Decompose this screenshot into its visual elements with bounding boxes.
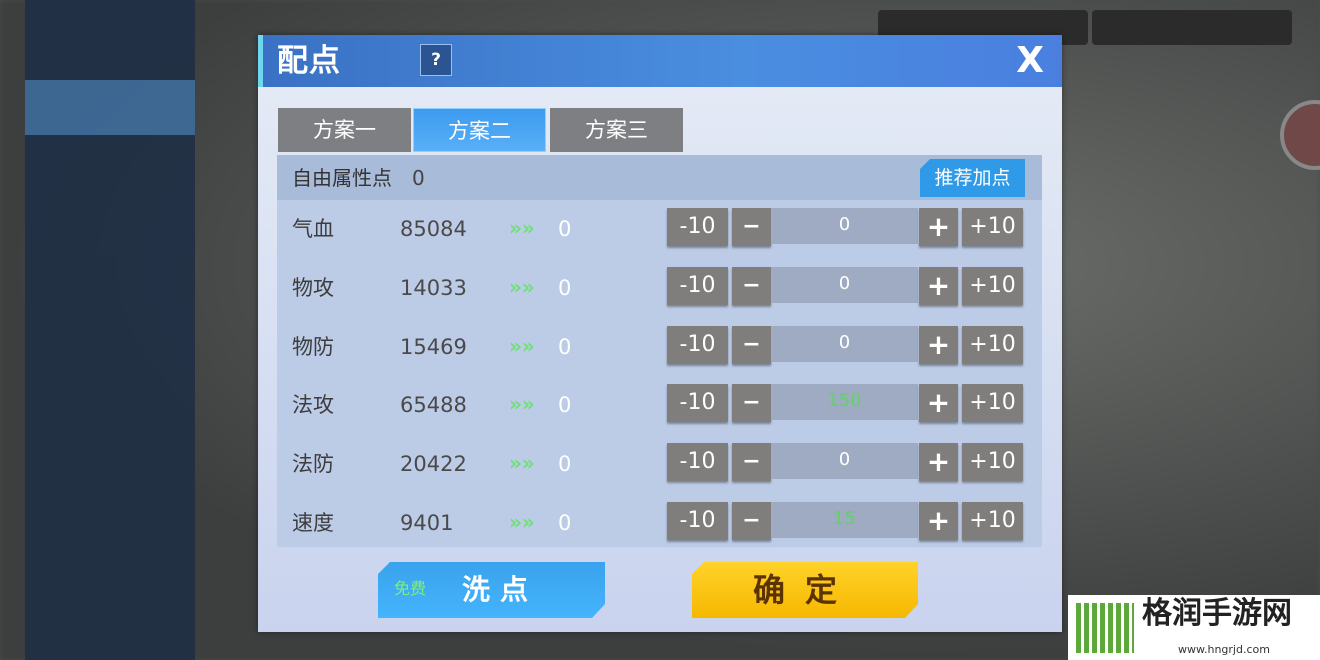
allocated-points-field[interactable]: 15 xyxy=(771,502,918,538)
allocated-points-field[interactable]: 150 xyxy=(771,384,918,421)
minus-button[interactable]: − xyxy=(732,502,771,540)
plus-10-button[interactable]: +10 xyxy=(962,384,1023,423)
blurred-sidebar xyxy=(25,0,195,660)
minus-button[interactable]: − xyxy=(732,325,771,364)
attribute-value: 14033 xyxy=(400,275,467,300)
free-points-value: 0 xyxy=(412,165,425,190)
arrow-icon: »» xyxy=(509,510,535,534)
close-icon[interactable]: X xyxy=(1016,40,1044,81)
attribute-value: 9401 xyxy=(400,511,454,535)
minus-10-button[interactable]: -10 xyxy=(667,384,728,423)
attribute-value: 20422 xyxy=(400,452,467,477)
plus-10-button[interactable]: +10 xyxy=(962,266,1023,305)
minus-10-button[interactable]: -10 xyxy=(667,266,728,305)
allocated-points-field[interactable]: 0 xyxy=(771,208,918,244)
dialog-header: 配点 ? X xyxy=(258,35,1062,87)
arrow-icon: »» xyxy=(509,392,535,417)
allocated-points-field[interactable]: 0 xyxy=(771,266,918,303)
tab-plan-3[interactable]: 方案三 xyxy=(550,108,683,152)
attribute-name: 物防 xyxy=(292,334,334,359)
wash-label: 洗点 xyxy=(462,573,539,606)
plus-10-button[interactable]: +10 xyxy=(962,502,1023,540)
plus-10-button[interactable]: +10 xyxy=(962,208,1023,246)
attribute-name: 物攻 xyxy=(292,275,334,300)
attribute-row: 法防 20422 »» 0 -10 − 0 + +10 xyxy=(277,435,1042,493)
help-button[interactable]: ? xyxy=(420,44,452,76)
watermark-logo-icon xyxy=(1076,603,1134,653)
attribute-row: 速度 9401 »» 0 -10 − 15 + +10 xyxy=(277,494,1042,552)
minus-button[interactable]: − xyxy=(732,443,771,482)
free-tag: 免费 xyxy=(394,579,427,598)
attribute-row: 物攻 14033 »» 0 -10 − 0 + +10 xyxy=(277,259,1042,317)
free-points-row: 自由属性点 0 推荐加点 xyxy=(277,155,1042,200)
minus-10-button[interactable]: -10 xyxy=(667,443,728,482)
attribute-added: 0 xyxy=(558,217,572,241)
free-points-label: 自由属性点 xyxy=(292,165,392,190)
minus-button[interactable]: − xyxy=(732,208,771,246)
attribute-added: 0 xyxy=(558,511,572,535)
arrow-icon: »» xyxy=(509,333,535,358)
minus-button[interactable]: − xyxy=(732,266,771,305)
plus-10-button[interactable]: +10 xyxy=(962,325,1023,364)
blurred-diamond-bar xyxy=(1092,10,1292,45)
plus-button[interactable]: + xyxy=(919,502,958,540)
minus-button[interactable]: − xyxy=(732,384,771,423)
dialog-title: 配点 xyxy=(277,43,341,79)
recommend-button[interactable]: 推荐加点 xyxy=(920,159,1025,197)
attribute-name: 法攻 xyxy=(292,393,334,418)
wash-points-button[interactable]: 免费 洗点 xyxy=(378,562,605,618)
watermark: 格润手游网 www.hngrjd.com xyxy=(1068,595,1320,660)
attribute-added: 0 xyxy=(558,334,572,359)
arrow-icon: »» xyxy=(509,216,535,240)
arrow-icon: »» xyxy=(509,274,535,299)
tab-plan-1[interactable]: 方案一 xyxy=(278,108,411,152)
plus-button[interactable]: + xyxy=(919,443,958,482)
confirm-button[interactable]: 确定 xyxy=(692,562,918,618)
attribute-row: 气血 85084 »» 0 -10 − 0 + +10 xyxy=(277,200,1042,258)
watermark-url: www.hngrjd.com xyxy=(1178,643,1270,656)
attribute-row: 法攻 65488 »» 0 -10 − 150 + +10 xyxy=(277,376,1042,434)
minus-10-button[interactable]: -10 xyxy=(667,325,728,364)
allocated-points-field[interactable]: 0 xyxy=(771,325,918,362)
attribute-added: 0 xyxy=(558,452,572,477)
attribute-name: 气血 xyxy=(292,217,334,241)
attribute-name: 法防 xyxy=(292,452,334,477)
plus-button[interactable]: + xyxy=(919,325,958,364)
attribute-value: 15469 xyxy=(400,334,467,359)
attribute-added: 0 xyxy=(558,275,572,300)
plus-10-button[interactable]: +10 xyxy=(962,443,1023,482)
attribute-value: 65488 xyxy=(400,393,467,418)
attribute-added: 0 xyxy=(558,393,572,418)
minus-10-button[interactable]: -10 xyxy=(667,502,728,540)
attribute-panel: 自由属性点 0 推荐加点 气血 85084 »» 0 -10 − 0 + +10… xyxy=(277,155,1042,547)
plus-button[interactable]: + xyxy=(919,208,958,246)
tab-plan-2[interactable]: 方案二 xyxy=(413,108,546,152)
minus-10-button[interactable]: -10 xyxy=(667,208,728,246)
watermark-name: 格润手游网 xyxy=(1142,596,1292,631)
allocated-points-field[interactable]: 0 xyxy=(771,443,918,480)
attribute-value: 85084 xyxy=(400,217,467,241)
plus-button[interactable]: + xyxy=(919,384,958,423)
attribute-points-dialog: 配点 ? X 方案一 方案二 方案三 自由属性点 0 推荐加点 气血 85084… xyxy=(258,35,1062,632)
plus-button[interactable]: + xyxy=(919,266,958,305)
attribute-row: 物防 15469 »» 0 -10 − 0 + +10 xyxy=(277,318,1042,376)
arrow-icon: »» xyxy=(509,451,535,476)
attribute-name: 速度 xyxy=(292,511,334,535)
